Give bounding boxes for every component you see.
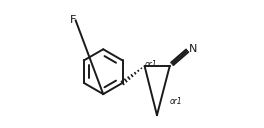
Text: or1: or1 bbox=[145, 60, 157, 69]
Text: N: N bbox=[189, 44, 197, 54]
Text: or1: or1 bbox=[170, 97, 182, 106]
Text: F: F bbox=[70, 15, 76, 25]
